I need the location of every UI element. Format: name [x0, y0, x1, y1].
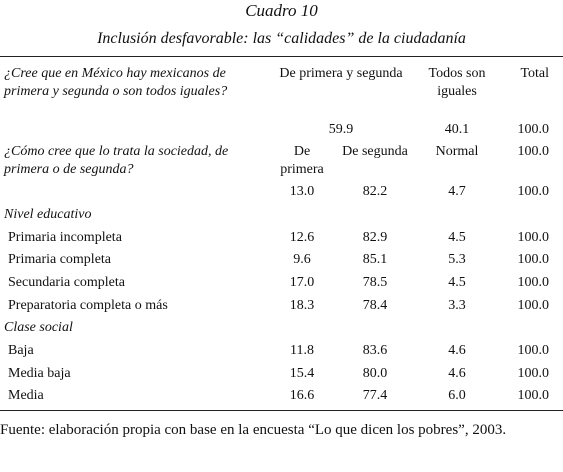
table-cell: 11.8 [290, 343, 314, 358]
table-cell: Media baja [8, 365, 71, 381]
table-cell: De segunda [342, 144, 408, 160]
table-title: Cuadro 10 [245, 1, 318, 20]
table-cell: 100.0 [517, 229, 550, 245]
table-cell: 4.5 [448, 229, 466, 245]
table-row: Nivel educativo [0, 206, 563, 229]
table-row: Preparatoria completa o más 18.3 78.4 3.3 10… [0, 297, 563, 320]
table-cell: 4.7 [448, 184, 466, 200]
table-cell: Baja [8, 343, 34, 358]
data-table: ¿Cree que en México hay mexicanos de pri… [0, 56, 563, 411]
table-cell: Secundaria completa [8, 274, 126, 290]
table-cell: 4.6 [448, 365, 466, 381]
table-row: Clase social [0, 319, 563, 342]
table-cell: 85.1 [362, 252, 388, 268]
table-cell: 100.0 [517, 144, 550, 160]
table-cell: 15.4 [289, 365, 315, 381]
table-cell: 3.3 [448, 297, 466, 313]
table-cell: 100.0 [517, 343, 550, 358]
table-cell: 100.0 [517, 297, 550, 313]
table-cell: ¿Cree que en México hay mexicanos de pri… [4, 66, 228, 99]
table-cell: Total [520, 66, 550, 81]
table-cell: 100.0 [517, 365, 550, 381]
table-row: 13.0 82.2 4.7 100.0 [0, 183, 563, 206]
table-cell: 40.1 [444, 121, 470, 137]
table-cell: 83.6 [362, 343, 388, 358]
table-cell: De primera y segunda [279, 66, 403, 81]
table-cell: Nivel educativo [4, 206, 92, 222]
table-cell: 100.0 [517, 388, 550, 404]
table-cell: Preparatoria completa o más [8, 297, 168, 313]
table-cell: 4.6 [448, 343, 466, 358]
table-cell: Clase social [4, 320, 73, 336]
table-row: Baja 11.8 83.6 4.6 100.0 [0, 342, 563, 365]
table-cell: 59.9 [328, 121, 354, 137]
table-cell: 100.0 [517, 121, 550, 137]
table-row: Primaria incompleta 12.6 82.9 4.5 100.0 [0, 229, 563, 252]
table-cell: 18.3 [289, 297, 315, 313]
table-cell [0, 121, 268, 144]
table-cell: 9.6 [293, 252, 311, 268]
table-cell: ¿Cómo cree que lo trata la sociedad, de … [4, 144, 229, 178]
table-cell: 16.6 [289, 388, 315, 404]
table-row: Media baja 15.4 80.0 4.6 100.0 [0, 365, 563, 388]
table-cell: 82.2 [362, 184, 388, 200]
table-row: ¿Cómo cree que lo trata la sociedad, de … [0, 143, 563, 183]
table-cell: Media [8, 388, 44, 404]
table-cell: 77.4 [362, 388, 388, 404]
table-cell: 80.0 [362, 365, 388, 381]
table-cell: 5.3 [448, 252, 466, 268]
table-row: 59.9 40.1 100.0 [0, 121, 563, 144]
source-note: Fuente: elaboración propia con base en l… [0, 421, 507, 438]
table-subtitle: Inclusión desfavorable: las “calidades” … [97, 30, 466, 47]
table-cell: 12.6 [289, 229, 315, 245]
table-body: ¿Cree que en México hay mexicanos de pri… [0, 57, 563, 411]
table-cell: 13.0 [289, 184, 315, 200]
table-row: Media 16.6 77.4 6.0 100.0 [0, 387, 563, 410]
table-row: Primaria completa 9.6 85.1 5.3 100.0 [0, 251, 563, 274]
table-row: ¿Cree que en México hay mexicanos de pri… [0, 57, 563, 121]
table-cell: De primera [280, 144, 324, 178]
table-row: Secundaria completa 17.0 78.5 4.5 100.0 [0, 274, 563, 297]
table-cell: 100.0 [517, 274, 550, 290]
table-cell: 78.4 [362, 297, 388, 313]
table-cell: 17.0 [289, 274, 315, 290]
table-cell: 6.0 [448, 388, 466, 404]
table-cell: 82.9 [362, 229, 388, 245]
table-cell: 78.5 [362, 274, 388, 290]
table-cell: Primaria completa [8, 252, 112, 268]
table-cell [0, 183, 268, 206]
table-cell: 100.0 [517, 184, 550, 200]
table-cell: 100.0 [517, 252, 550, 268]
table-cell: 4.5 [448, 274, 466, 290]
table-cell: Todos son iguales [428, 66, 486, 99]
table-cell: Normal [435, 144, 479, 160]
table-cell: Primaria incompleta [8, 229, 122, 245]
